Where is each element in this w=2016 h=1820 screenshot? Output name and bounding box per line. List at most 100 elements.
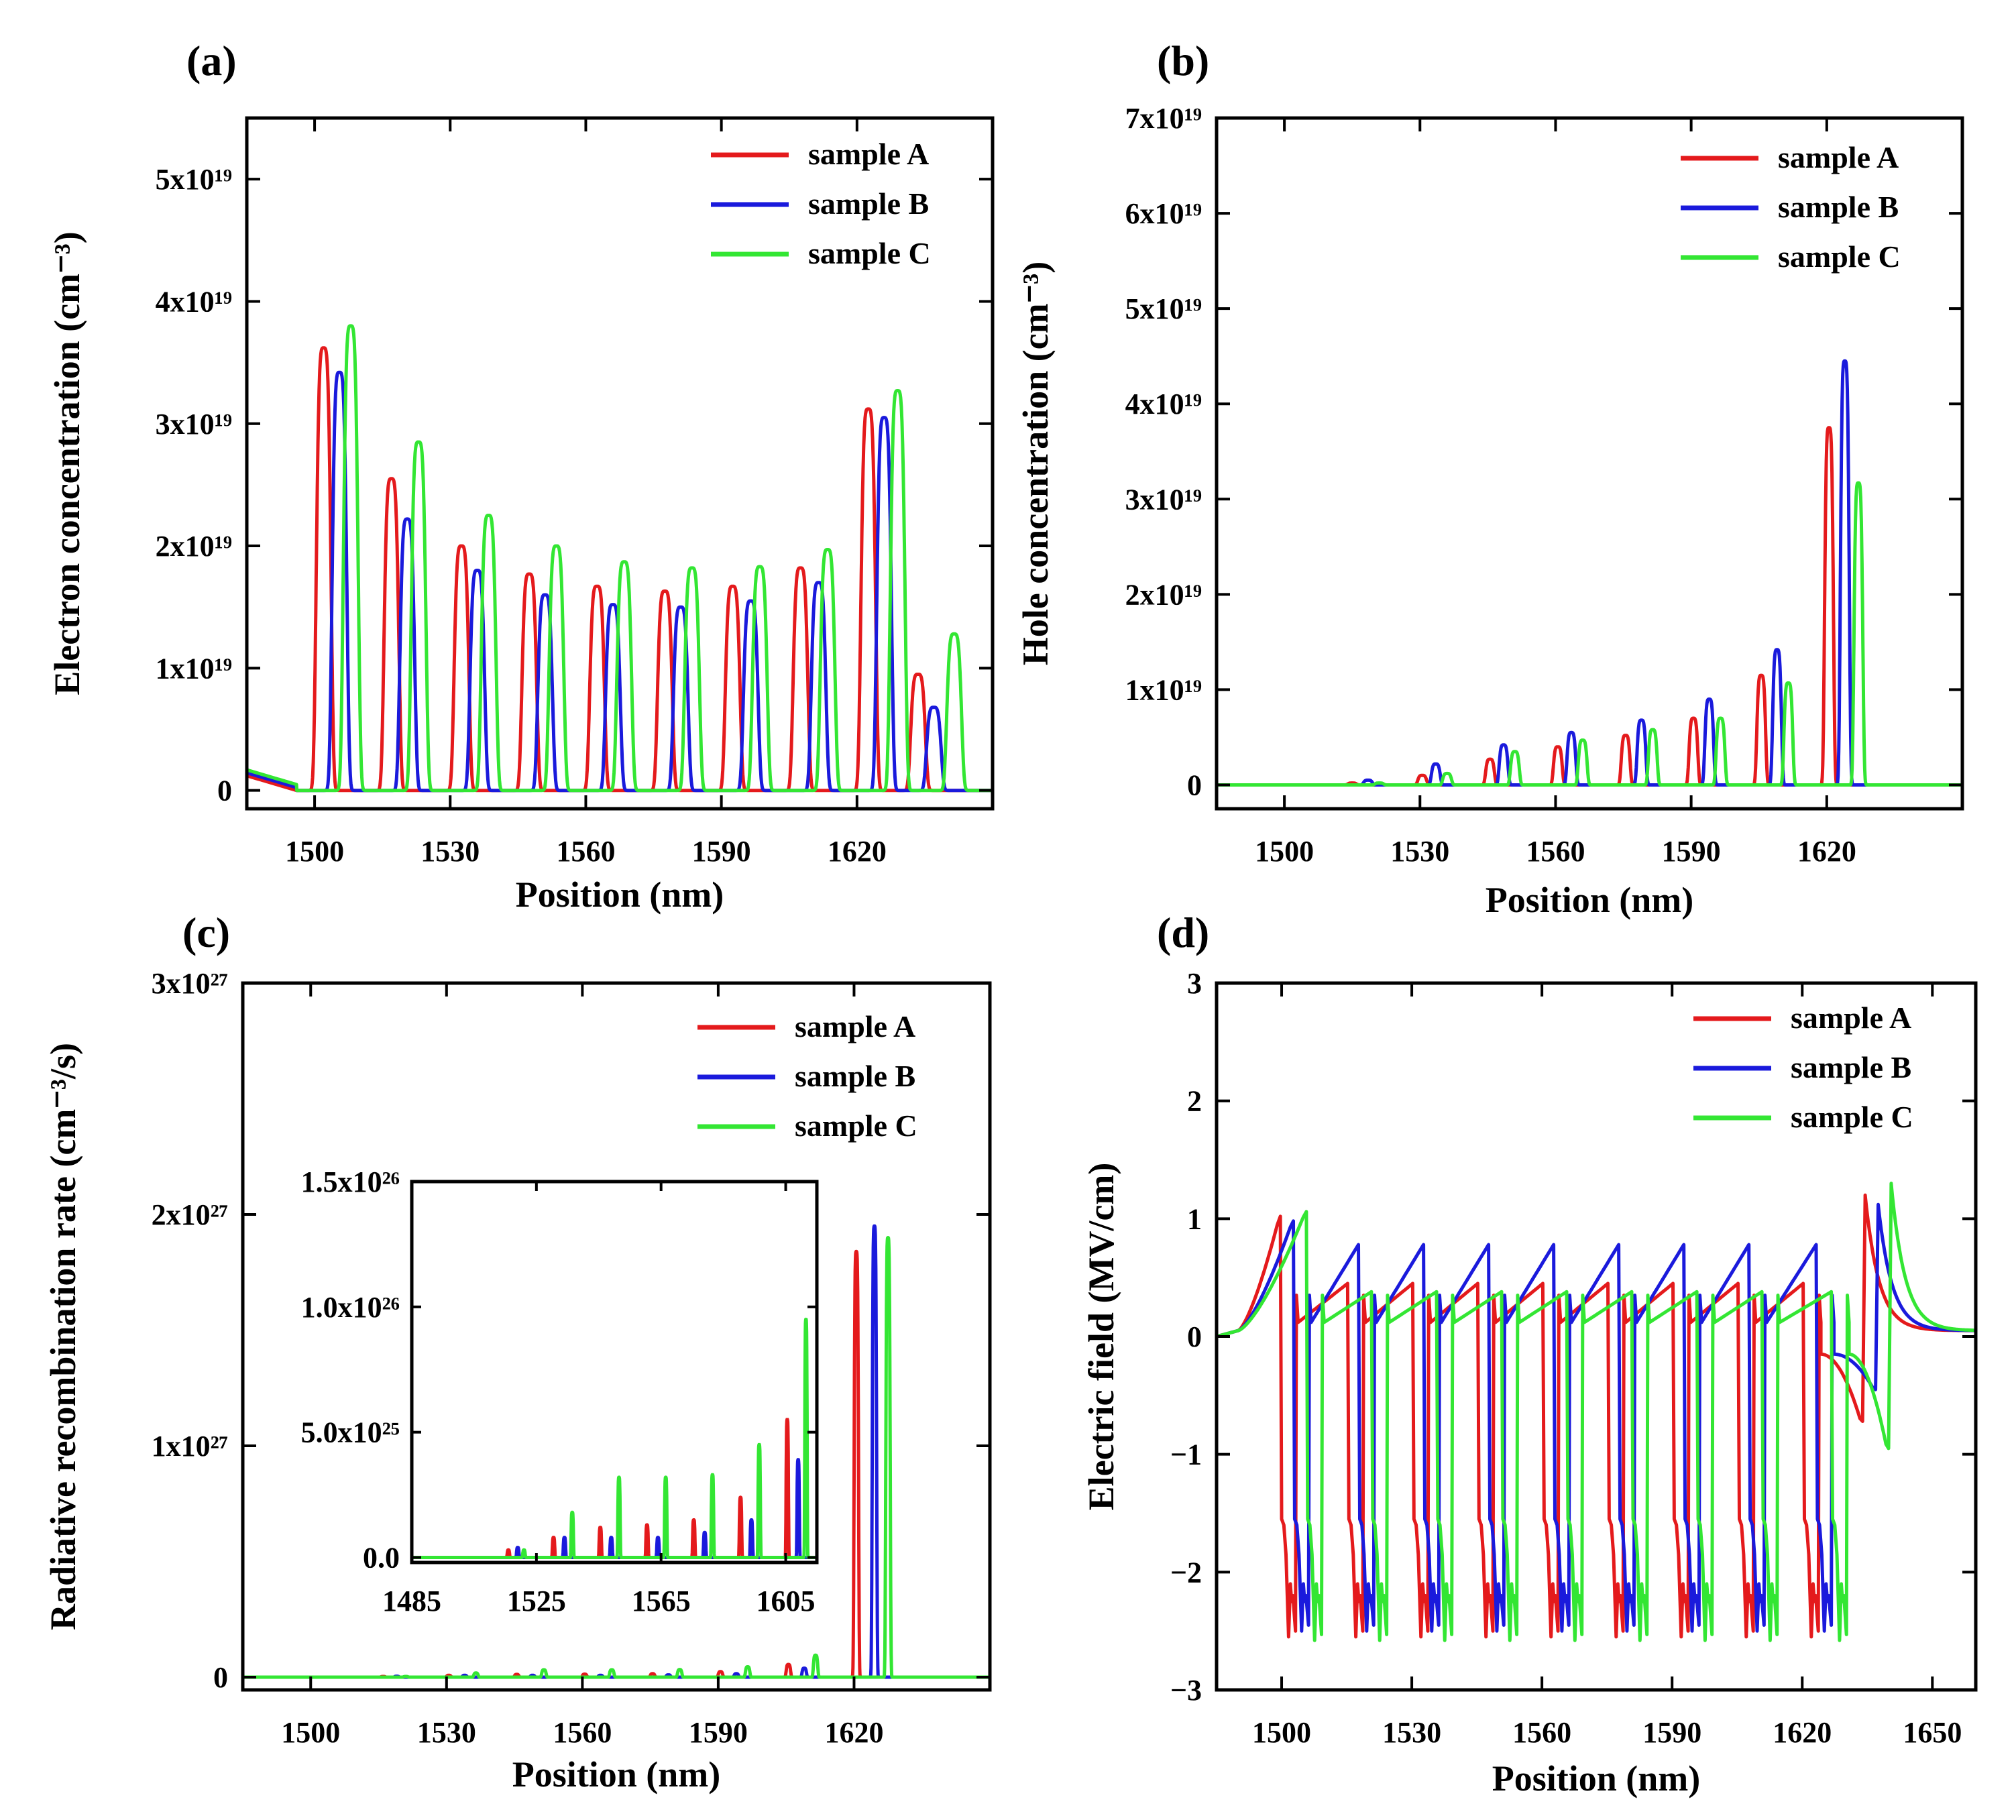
series-line-sample-C [1217,481,1962,787]
y-tick-label: 0 [1187,1320,1202,1353]
x-tick-label: 1560 [556,835,615,868]
panel-label: (b) [1157,37,1209,84]
y-tick-label: 0.0 [363,1542,400,1575]
y-axis-label: Radiative recombination rate (cm⁻³/s) [43,1043,83,1630]
legend: sample A sample B sample C [1693,1001,1913,1134]
panel-label: (a) [186,37,237,84]
plot-area [243,1224,990,1679]
y-tick-label: −1 [1170,1438,1202,1471]
legend-label: sample C [808,236,931,270]
x-tick-label: 1590 [689,1716,748,1749]
y-tick-label: 6x10¹⁹ [1125,197,1202,230]
y-tick-label: 3x10²⁷ [152,967,228,1000]
x-tick-label: 1530 [1382,1716,1441,1749]
y-tick-label: 5x10¹⁹ [156,163,232,196]
legend-label: sample A [795,1009,915,1043]
plot-area [1217,359,1962,787]
x-tick-label: 1500 [1252,1716,1311,1749]
axes: 1500 1530 1560 1590 1620 0 1x10¹⁹ 2x10¹⁹ 3x10¹⁹ 4… [156,116,995,868]
y-tick-label: 2x10²⁷ [152,1198,228,1231]
plot-frame [1215,116,1964,811]
x-tick-label: 1620 [824,1716,883,1749]
y-tick-label: 3x10¹⁹ [156,408,232,441]
x-tick-label: 1620 [1797,835,1856,868]
axes: 1500 1530 1560 1590 1620 0 1x10²⁷ 2x10²⁷ 3x10²⁷ [152,967,992,1749]
y-tick-label: −3 [1170,1674,1202,1707]
x-tick-label: 1530 [417,1716,476,1749]
axes: 1500 1530 1560 1590 1620 0 1x10¹⁹ 2x10¹⁹ 3x10¹⁹ 4… [1125,102,1964,868]
y-tick-label: 2x10¹⁹ [156,530,232,563]
x-axis-label: Position (nm) [516,874,724,915]
x-tick-label: 1590 [1642,1716,1701,1749]
y-tick-label: 1x10¹⁹ [1125,673,1202,706]
y-tick-label: 4x10¹⁹ [1125,388,1202,420]
series-line-sample-B [1217,359,1962,787]
series-line-sample-C [243,1236,990,1679]
inset-plot-area [412,1317,817,1559]
plot-area [247,324,993,793]
y-axis-label: Electron concentration (cm⁻³) [47,231,87,695]
legend-label: sample A [1778,140,1899,174]
axes: 1500 1530 1560 1590 1620 1650 −3 −2 −1 0 1 2 3 [1170,967,1978,1749]
x-tick-label: 1530 [1390,835,1449,868]
x-tick-label: 1485 [382,1585,441,1617]
y-tick-label: 0 [1187,769,1202,801]
y-tick-label: 4x10¹⁹ [156,285,232,318]
legend-label: sample A [1791,1001,1911,1035]
x-tick-label: 1620 [1773,1716,1832,1749]
legend-label: sample B [1791,1050,1911,1084]
x-tick-label: 1560 [1526,835,1585,868]
x-tick-label: 1565 [632,1585,691,1617]
inset-background [412,1182,817,1562]
y-tick-label: 1x10¹⁹ [156,652,232,685]
y-tick-label: 3x10¹⁹ [1125,483,1202,516]
y-tick-label: 5.0x10²⁵ [301,1416,400,1449]
series-line-sample-B [1217,1202,1975,1633]
y-tick-label: 0 [217,775,232,807]
x-tick-label: 1590 [1662,835,1721,868]
x-tick-label: 1590 [692,835,751,868]
y-tick-label: 5x10¹⁹ [1125,292,1202,325]
inset-series-line-sample-C [412,1317,817,1559]
x-tick-label: 1620 [828,835,887,868]
x-tick-label: 1500 [281,1716,340,1749]
series-line-sample-C [247,324,993,793]
legend-label: sample B [808,186,929,221]
legend-label: sample A [808,137,929,171]
x-tick-label: 1560 [553,1716,612,1749]
legend-label: sample B [795,1059,915,1093]
series-line-sample-A [1217,1193,1974,1639]
y-tick-label: −2 [1170,1556,1202,1589]
axes: 1485 1525 1565 1605 0.0 5.0x10²⁵ 1.0x10²⁶ 1.5x1… [301,1165,819,1617]
y-tick-label: 7x10¹⁹ [1125,102,1202,135]
x-tick-label: 1500 [1255,835,1314,868]
y-tick-label: 1.0x10²⁶ [301,1291,400,1324]
x-axis-label: Position (nm) [1492,1758,1701,1799]
x-tick-label: 1650 [1903,1716,1962,1749]
legend-label: sample C [795,1108,917,1143]
y-tick-label: 2x10¹⁹ [1125,578,1202,611]
series-line-sample-C [1217,1182,1974,1642]
x-tick-label: 1605 [757,1585,816,1617]
legend-label: sample C [1791,1100,1913,1134]
plot-frame [241,981,992,1692]
y-tick-label: 1.5x10²⁶ [301,1165,400,1198]
y-tick-label: 0 [213,1661,228,1694]
x-axis-label: Position (nm) [1486,880,1694,920]
x-tick-label: 1560 [1512,1716,1571,1749]
y-axis-label: Hole concentration (cm⁻³) [1015,262,1056,666]
panel-label: (d) [1157,909,1209,956]
x-tick-label: 1500 [285,835,344,868]
y-tick-label: 3 [1187,967,1202,1000]
legend: sample A sample B sample C [1681,140,1901,274]
plot-frame [410,1180,819,1565]
y-axis-label: Electric field (MV/cm) [1081,1163,1121,1511]
y-tick-label: 2 [1187,1085,1202,1118]
legend-label: sample B [1778,190,1899,224]
y-tick-label: 1x10²⁷ [152,1430,228,1463]
legend-label: sample C [1778,239,1901,274]
legend: sample A sample B sample C [697,1009,917,1143]
plot-area [1217,1182,1975,1642]
panel-label: (c) [182,909,230,956]
